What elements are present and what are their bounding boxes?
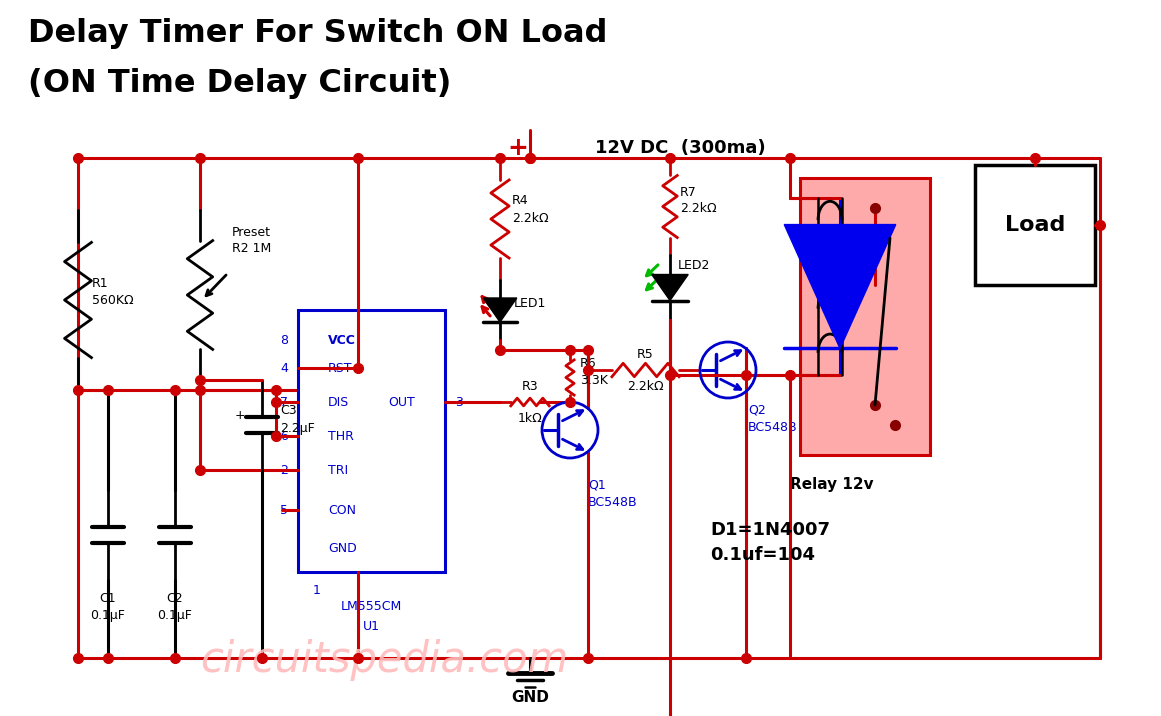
Text: TRI: TRI — [329, 463, 348, 477]
Text: BC548B: BC548B — [748, 420, 798, 433]
Text: D1: D1 — [854, 260, 872, 273]
Text: 1kΩ: 1kΩ — [518, 412, 542, 425]
Text: C2: C2 — [167, 591, 183, 604]
Text: R3: R3 — [521, 379, 539, 392]
Text: LED2: LED2 — [678, 258, 711, 271]
Text: 5: 5 — [280, 503, 288, 516]
Text: 0.1uf=104: 0.1uf=104 — [711, 546, 815, 564]
Text: 3.3K: 3.3K — [580, 374, 608, 387]
Text: CON: CON — [329, 503, 356, 516]
Text: R6: R6 — [580, 357, 597, 369]
Text: D1=1N4007: D1=1N4007 — [711, 521, 830, 539]
Text: OUT: OUT — [388, 395, 414, 409]
Text: 1: 1 — [313, 584, 320, 596]
Text: DIS: DIS — [329, 395, 349, 409]
Text: 2.2kΩ: 2.2kΩ — [627, 379, 664, 392]
Text: 6: 6 — [280, 430, 288, 442]
Text: 4: 4 — [280, 362, 288, 374]
Text: 560KΩ: 560KΩ — [92, 294, 134, 306]
Text: R5: R5 — [637, 347, 654, 360]
Text: C3: C3 — [280, 404, 296, 417]
Text: THR: THR — [329, 430, 354, 442]
Text: +: + — [235, 409, 245, 422]
Text: R4: R4 — [512, 193, 528, 206]
Polygon shape — [651, 274, 688, 301]
Text: Q1: Q1 — [587, 478, 606, 491]
Text: Relay 12v: Relay 12v — [789, 478, 873, 493]
Text: (ON Time Delay Circuit): (ON Time Delay Circuit) — [28, 68, 452, 99]
Bar — [975, 165, 1095, 285]
Text: circuitspedia.com: circuitspedia.com — [200, 639, 568, 681]
Text: 2.2kΩ: 2.2kΩ — [680, 201, 716, 215]
Text: R7: R7 — [680, 185, 697, 198]
Text: 7: 7 — [280, 395, 288, 409]
Text: +: + — [507, 136, 528, 160]
Text: 2: 2 — [280, 463, 288, 477]
Text: LM555CM: LM555CM — [341, 601, 402, 614]
Text: 12V DC  (300ma): 12V DC (300ma) — [594, 139, 765, 157]
Text: C1: C1 — [100, 591, 116, 604]
Text: RST: RST — [329, 362, 353, 374]
Text: 2.2kΩ: 2.2kΩ — [512, 211, 549, 225]
Text: R2 1M: R2 1M — [232, 241, 272, 254]
Text: 3: 3 — [455, 395, 463, 409]
Text: GND: GND — [511, 690, 549, 705]
Text: Q2: Q2 — [748, 404, 766, 417]
Text: Preset: Preset — [232, 226, 271, 238]
Polygon shape — [784, 225, 896, 349]
Text: LED1: LED1 — [514, 296, 547, 309]
Text: Load: Load — [1004, 215, 1065, 235]
Text: U1: U1 — [363, 621, 380, 634]
Text: VCC: VCC — [329, 334, 356, 347]
Bar — [298, 310, 445, 572]
Polygon shape — [483, 298, 517, 322]
Text: 0.1µF: 0.1µF — [158, 609, 193, 621]
Text: GND: GND — [329, 541, 356, 554]
Text: R1: R1 — [92, 276, 109, 289]
Bar — [800, 178, 930, 455]
Text: 8: 8 — [280, 334, 288, 347]
Text: Delay Timer For Switch ON Load: Delay Timer For Switch ON Load — [28, 18, 607, 49]
Text: 0.1µF: 0.1µF — [91, 609, 125, 621]
Text: BC548B: BC548B — [587, 495, 637, 508]
Text: 2.2µF: 2.2µF — [280, 422, 315, 435]
